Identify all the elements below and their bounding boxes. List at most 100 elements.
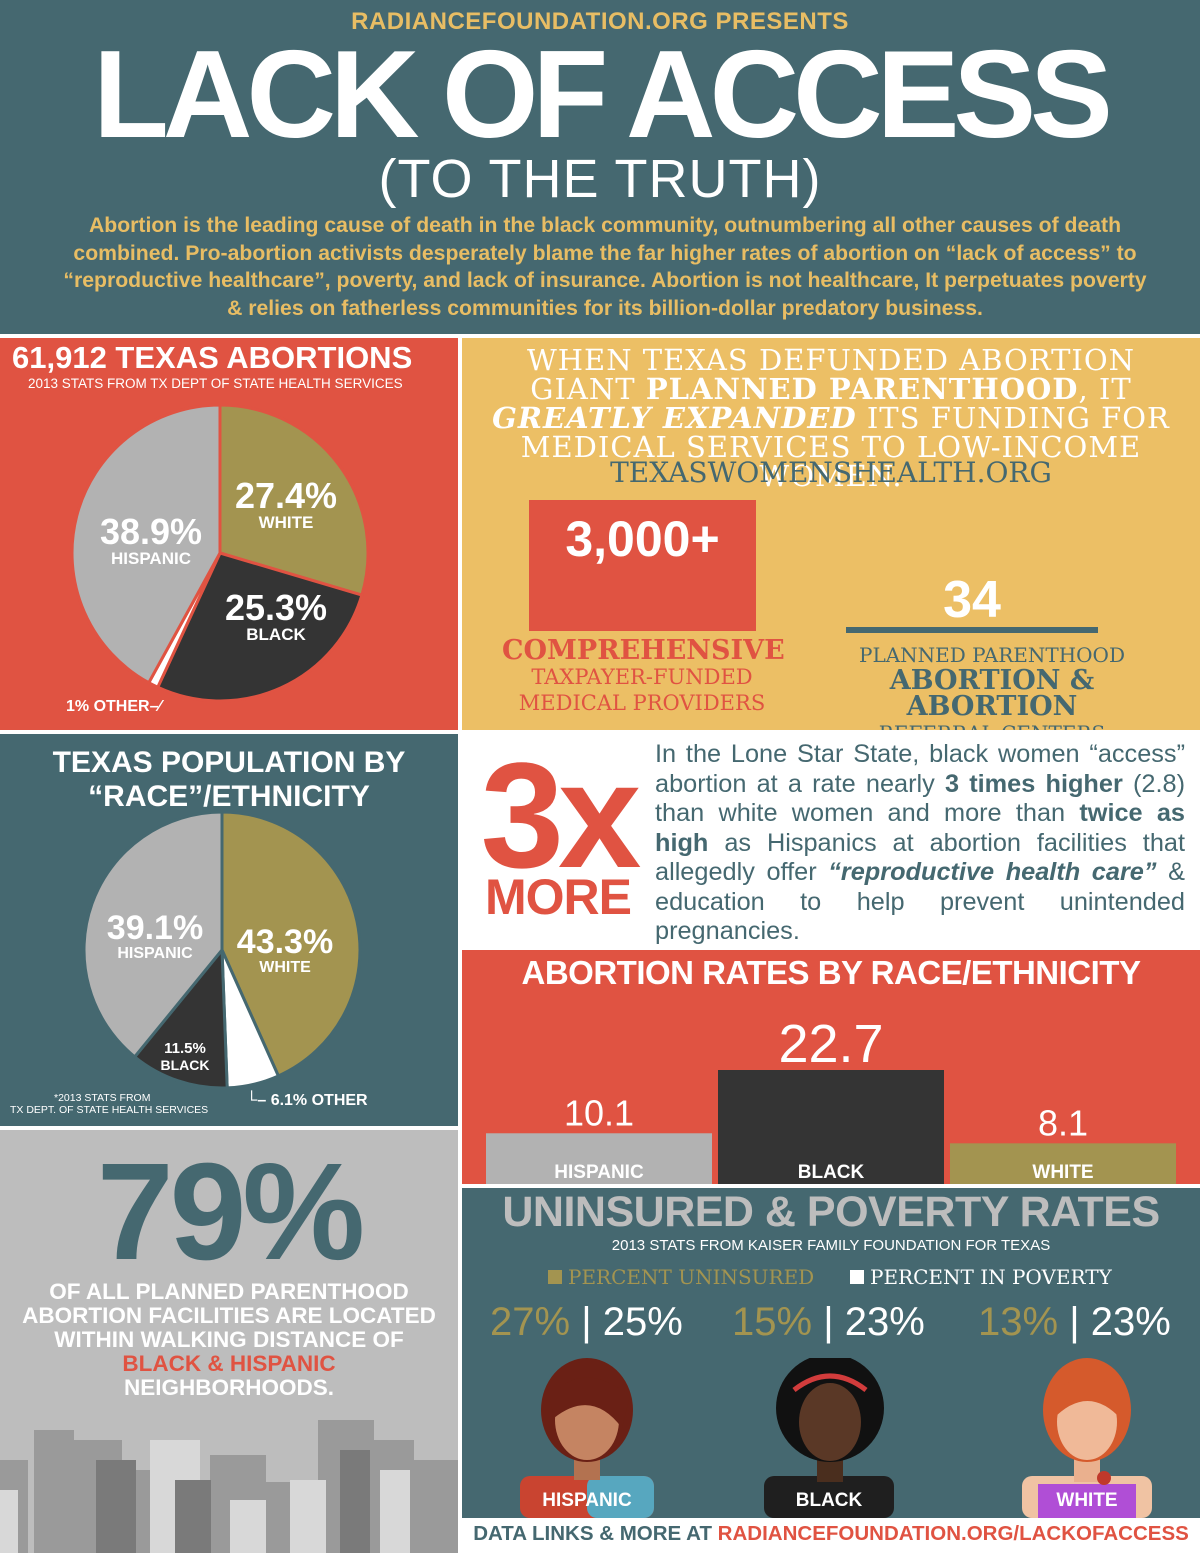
population-title-1: TEXAS POPULATION BY <box>52 746 406 779</box>
providers-count: 3,000+ <box>565 511 720 567</box>
abortions-white-label: 27.4% WHITE <box>222 478 350 532</box>
bar-label-black: BLACK <box>798 1162 865 1183</box>
abortions-slice-black <box>155 551 364 703</box>
black-sep: | <box>823 1300 834 1344</box>
population-hispanic-name: HISPANIC <box>117 945 193 962</box>
population-black-name: BLACK <box>160 1057 210 1073</box>
defund-panel: WHEN TEXAS DEFUNDED ABORTION GIANT PLANN… <box>462 338 1200 730</box>
bar-label-hispanic: HISPANIC <box>554 1162 644 1183</box>
defund-line-1: WHEN TEXAS DEFUNDED ABORTION <box>526 343 1136 377</box>
pct79-big: 79% <box>96 1135 365 1289</box>
portrait-label-hispanic: HISPANIC <box>542 1490 632 1511</box>
bar-hispanic <box>486 1133 712 1184</box>
legend-uninsured-text: PERCENT UNINSURED <box>568 1265 815 1289</box>
black-uninsured: 15% <box>732 1300 813 1344</box>
population-title: TEXAS POPULATION BY “RACE”/ETHNICITY <box>0 746 458 814</box>
abortions-hispanic-pct: 38.9% <box>99 511 203 552</box>
hispanic-woman-illustration <box>520 1358 654 1518</box>
page-title: LACK OF ACCESS <box>93 26 1113 164</box>
abortions-title: 61,912 TEXAS ABORTIONS <box>12 340 413 375</box>
pct79-line-3: WITHIN WALKING DISTANCE OF <box>54 1327 404 1352</box>
population-other-name: OTHER <box>311 1092 368 1109</box>
population-white-pct: 43.3% <box>236 923 334 961</box>
defund-line-2-pre: GIANT <box>530 372 646 406</box>
abortions-slice-hispanic <box>70 403 222 685</box>
abortions-note: 2013 STATS FROM TX DEPT OF STATE HEALTH … <box>28 376 403 391</box>
population-note-1: *2013 STATS FROM <box>54 1092 151 1104</box>
pct79-line-1: OF ALL PLANNED PARENTHOOD <box>49 1279 409 1304</box>
rates-title: ABORTION RATES BY RACE/ETHNICITY <box>521 954 1141 991</box>
abortions-white-pct: 27.4% <box>234 475 338 516</box>
legend-uninsured: PERCENT UNINSURED <box>548 1265 814 1290</box>
three-x-text-6: “reproductive health care” <box>828 858 1157 886</box>
bar-value-white: 8.1 <box>1038 1102 1088 1143</box>
uninsured-title: UNINSURED & POVERTY RATES <box>502 1188 1160 1236</box>
defund-line-4: MEDICAL SERVICES TO LOW-INCOME WOMEN. <box>520 430 1142 493</box>
texas-abortions-panel: 61,912 TEXAS ABORTIONS 2013 STATS FROM T… <box>0 338 458 730</box>
abortions-white-name: WHITE <box>258 513 314 532</box>
bar-value-hispanic: 10.1 <box>564 1092 634 1133</box>
pct79-line-2: ABORTION FACILITIES ARE LOCATED <box>22 1303 436 1328</box>
white-stats: 13% | 23% <box>978 1300 1171 1345</box>
three-x-text-2: 3 times higher <box>944 769 1123 798</box>
uninsured-poverty-panel: UNINSURED & POVERTY RATES 2013 STATS FRO… <box>462 1188 1200 1518</box>
three-x-more: MORE <box>485 869 632 925</box>
defund-source-site: TEXASWOMENSHEALTH.ORG <box>610 456 1052 489</box>
population-other-pct: 6.1% <box>270 1092 308 1109</box>
three-times-panel: 3x MORE In the Lone Star State, black wo… <box>462 734 1200 946</box>
uninsured-note: 2013 STATS FROM KAISER FAMILY FOUNDATION… <box>611 1237 1051 1254</box>
population-hispanic-label: 39.1% HISPANIC <box>90 910 220 962</box>
page-subtitle: (TO THE TRUTH) <box>378 149 822 209</box>
legend-uninsured-swatch <box>548 1270 562 1284</box>
defund-line-2-bold: PLANNED PARENTHOOD <box>645 372 1079 406</box>
black-stats: 15% | 23% <box>732 1300 925 1345</box>
portrait-label-black: BLACK <box>795 1490 863 1511</box>
portraits-graphic <box>520 1358 1152 1518</box>
defund-line-3-bold: GREATLY EXPANDED <box>492 401 857 435</box>
abortions-pie-chart <box>70 403 370 703</box>
providers-label-3: MEDICAL PROVIDERS <box>518 691 766 715</box>
three-x-big: 3x <box>480 734 642 899</box>
bar-white <box>950 1143 1176 1184</box>
bar-black <box>718 1070 944 1184</box>
abortions-other-name: OTHER <box>93 698 150 715</box>
black-woman-illustration <box>764 1358 894 1518</box>
pp-centers-label-1: PLANNED PARENTHOOD <box>858 643 1125 667</box>
three-x-description: In the Lone Star State, black women “acc… <box>655 740 1185 946</box>
pp-centers-label: PLANNED PARENTHOOD ABORTION & ABORTION R… <box>802 642 1182 730</box>
three-x-text-5: as Hispanics at abortion facilities that… <box>655 828 1185 887</box>
defund-line-2: GIANT PLANNED PARENTHOOD, IT <box>472 375 1190 404</box>
population-pie-chart <box>82 810 362 1090</box>
abortions-slice-white <box>218 403 370 597</box>
intro-paragraph: Abortion is the leading cause of death i… <box>63 214 1147 320</box>
walking-distance-panel: 79% OF ALL PLANNED PARENTHOOD ABORTION F… <box>0 1130 458 1553</box>
population-black-label: 11.5% BLACK <box>150 1040 220 1074</box>
presents-line: RADIANCEFOUNDATION.ORG PRESENTS <box>351 8 849 35</box>
abortions-other-pct: 1% <box>66 698 90 715</box>
black-poverty: 23% <box>844 1300 925 1344</box>
population-white-name: WHITE <box>259 959 311 976</box>
abortion-rates-panel: ABORTION RATES BY RACE/ETHNICITY 10.1 HIS… <box>462 950 1200 1184</box>
abortions-black-pct: 25.3% <box>224 587 328 628</box>
population-slice-white <box>220 810 362 1078</box>
bar-value-black: 22.7 <box>778 1014 883 1074</box>
population-note-2: TX DEPT. OF STATE HEALTH SERVICES <box>10 1104 209 1116</box>
pct79-line-4: BLACK & HISPANIC <box>122 1351 336 1376</box>
three-x-text-7: & education to help prevent unintended p… <box>655 858 1185 945</box>
three-x-text-3: (2.8) than white women and more than <box>655 769 1185 828</box>
providers-box: 3,000+ <box>529 500 756 631</box>
footer-link[interactable]: RADIANCEFOUNDATION.ORG/LACKOFACCESS <box>717 1522 1189 1545</box>
providers-label-2: TAXPAYER-FUNDED <box>531 665 753 689</box>
providers-label-1: COMPREHENSIVE <box>502 635 785 666</box>
footer-pre: DATA LINKS & MORE AT <box>473 1522 718 1545</box>
abortions-hispanic-label: 38.9% HISPANIC <box>86 514 216 568</box>
hispanic-uninsured: 27% <box>490 1300 571 1344</box>
legend-poverty-text: PERCENT IN POVERTY <box>870 1265 1112 1289</box>
hispanic-poverty: 25% <box>602 1300 683 1344</box>
pct79-text: OF ALL PLANNED PARENTHOOD ABORTION FACIL… <box>0 1280 458 1400</box>
legend-poverty: PERCENT IN POVERTY <box>850 1265 1112 1290</box>
defund-line-2-post: , IT <box>1078 372 1132 406</box>
defund-headline: WHEN TEXAS DEFUNDED ABORTION GIANT PLANN… <box>472 346 1190 491</box>
population-white-label: 43.3% WHITE <box>218 924 352 976</box>
pp-centers-label-2: ABORTION & ABORTION <box>889 665 1095 722</box>
